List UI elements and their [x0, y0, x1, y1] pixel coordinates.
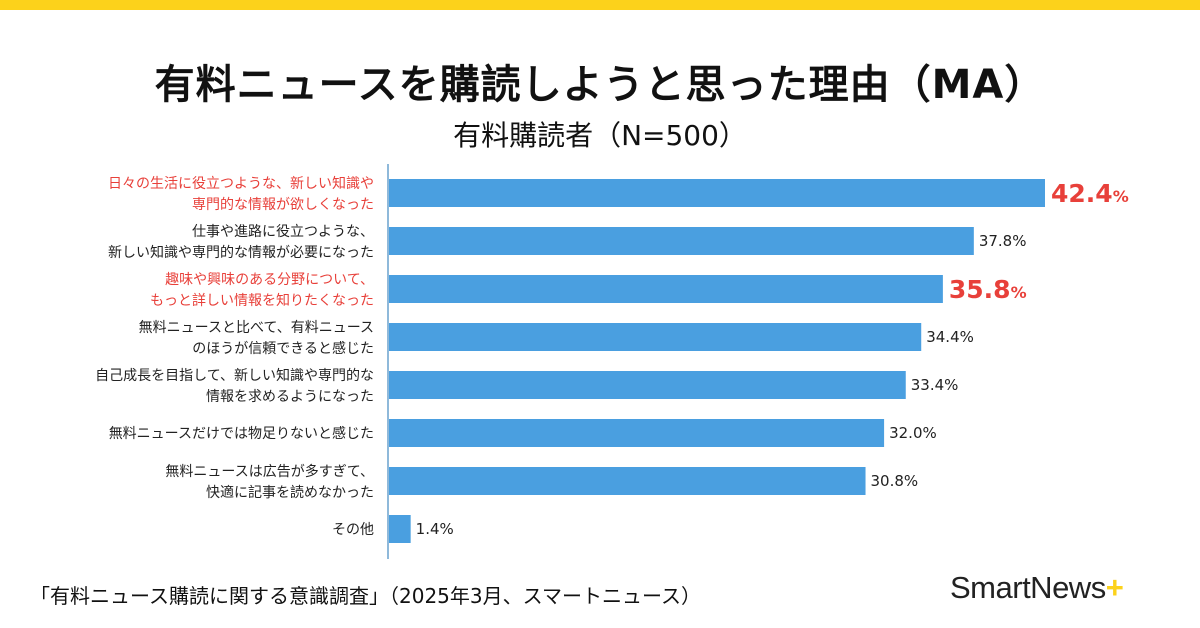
bar: [389, 323, 922, 351]
value-label: 34.4%: [926, 328, 974, 346]
logo-text: SmartNews: [950, 570, 1106, 605]
percent-unit: %: [944, 376, 958, 394]
bar: [389, 179, 1045, 207]
percent-unit: %: [904, 472, 918, 490]
smartnews-logo: SmartNews+: [950, 570, 1124, 606]
chart-subtitle: 有料購読者（N=500）: [453, 119, 747, 152]
source-footnote: 「有料ニュース購読に関する意識調査」（2025年3月、スマートニュース）: [30, 584, 702, 608]
percent-unit: %: [960, 328, 974, 346]
category-label: 自己成長を目指して、新しい知識や専門的な: [95, 367, 374, 384]
category-label: 無料ニュースは広告が多すぎて、: [165, 463, 374, 480]
category-label: 快適に記事を読めなかった: [206, 484, 374, 501]
category-label: その他: [332, 522, 374, 538]
category-label: 仕事や進路に役立つような、: [192, 224, 374, 240]
category-label: 新しい知識や専門的な情報が必要になった: [108, 244, 374, 261]
percent-unit: %: [440, 520, 454, 538]
value-label: 35.8%: [949, 275, 1027, 304]
value-label: 32.0%: [889, 424, 937, 442]
category-label: 無料ニュースだけでは物足りないと感じた: [109, 425, 374, 442]
category-label: 趣味や興味のある分野について、: [165, 272, 374, 288]
value-label: 30.8%: [871, 472, 919, 490]
category-label: もっと詳しい情報を知りたくなった: [150, 292, 374, 309]
percent-unit: %: [923, 424, 937, 442]
category-label: 無料ニュースと比べて、有料ニュース: [139, 320, 374, 336]
value-label: 33.4%: [911, 376, 959, 394]
percent-unit: %: [1012, 232, 1026, 250]
percent-unit: %: [1011, 283, 1027, 302]
bar: [389, 371, 906, 399]
category-label: 日々の生活に役立つような、新しい知識や: [108, 175, 374, 192]
bar: [389, 275, 943, 303]
bar: [389, 515, 411, 543]
category-label: 情報を求めるようになった: [206, 389, 374, 405]
bar: [389, 419, 885, 447]
value-label: 42.4%: [1051, 179, 1129, 208]
value-label: 1.4%: [416, 520, 454, 538]
top-accent-bar: [0, 0, 1200, 10]
value-label: 37.8%: [979, 232, 1027, 250]
bar: [389, 467, 866, 495]
logo-plus-icon: +: [1105, 570, 1124, 605]
category-label: のほうが信頼できると感じた: [192, 340, 374, 357]
chart-title: 有料ニュースを購読しようと思った理由（MA）: [154, 62, 1046, 108]
category-label: 専門的な情報が欲しくなった: [192, 197, 374, 213]
bar: [389, 227, 974, 255]
percent-unit: %: [1113, 187, 1129, 206]
